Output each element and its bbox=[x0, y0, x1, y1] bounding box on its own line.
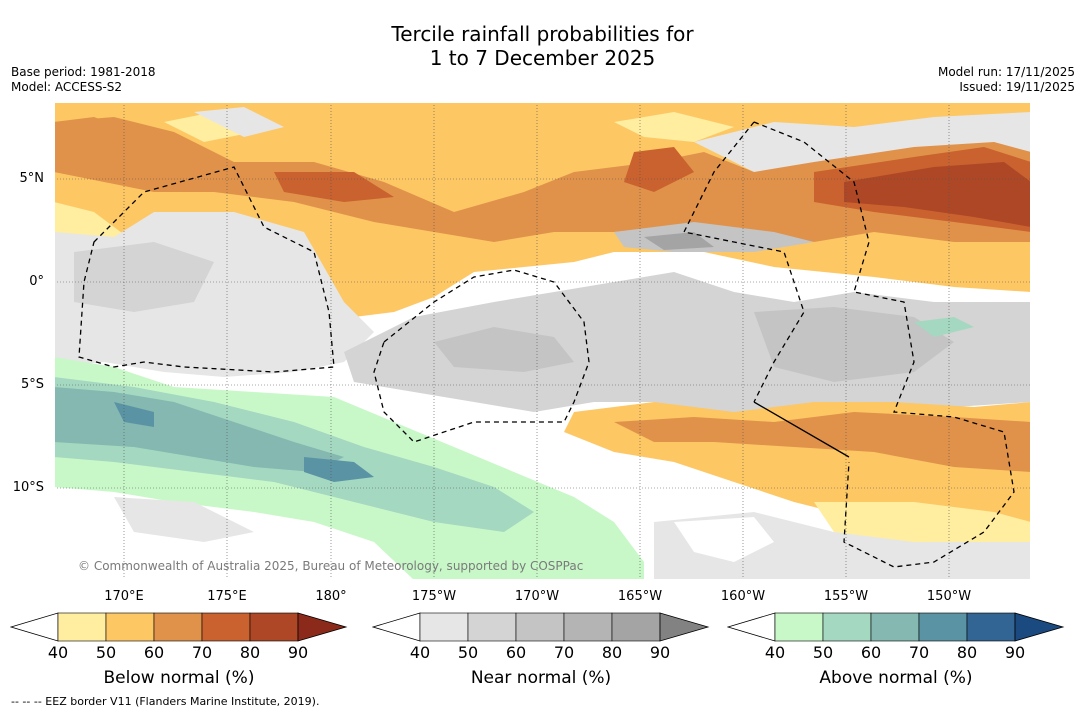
colorbar-tick-label: 40 bbox=[47, 643, 69, 662]
lat-label-10s: 10°S bbox=[12, 480, 44, 495]
below-70-band-2 bbox=[624, 147, 694, 192]
colorbar-segment bbox=[563, 612, 613, 642]
lat-label-5s: 5°S bbox=[20, 377, 44, 392]
lon-label-175w: 175°W bbox=[411, 589, 457, 604]
copyright-notice: © Commonwealth of Australia 2025, Bureau… bbox=[78, 559, 584, 573]
model-name: Model: ACCESS-S2 bbox=[11, 80, 123, 94]
colorbar-segment bbox=[822, 612, 872, 642]
probability-map bbox=[54, 102, 1031, 580]
colorbar-tick-label: 50 bbox=[457, 643, 479, 662]
below-light-top2 bbox=[614, 112, 734, 142]
eez-footer-note: -- -- -- EEZ border V11 (Flanders Marine… bbox=[11, 695, 320, 708]
meta-left: Base period: 1981-2018 Model: ACCESS-S2 bbox=[11, 65, 156, 95]
colorbar-segment bbox=[249, 612, 299, 642]
grid-lines bbox=[54, 102, 1031, 580]
colorbar-title-near: Near normal (%) bbox=[470, 668, 612, 688]
colorbar-title-below: Below normal (%) bbox=[103, 668, 255, 688]
colorbar-above bbox=[727, 612, 1065, 642]
colorbar-min-extension bbox=[727, 612, 776, 642]
near-normal-belt-2 bbox=[344, 272, 1031, 422]
colorbar-tick-label: 90 bbox=[649, 643, 671, 662]
colorbar-tick-label: 70 bbox=[908, 643, 930, 662]
colorbar-tick-label: 60 bbox=[860, 643, 882, 662]
colorbar-segment bbox=[966, 612, 1016, 642]
eez-kiribati-gilbert bbox=[78, 166, 335, 373]
eez-kiribati-line bbox=[753, 121, 1015, 568]
eez-solid-segment bbox=[753, 401, 850, 458]
title-line-2: 1 to 7 December 2025 bbox=[429, 46, 656, 70]
issued-date: Issued: 19/11/2025 bbox=[959, 80, 1075, 94]
colorbar-tick-label: 90 bbox=[287, 643, 309, 662]
near-normal-top-right bbox=[694, 112, 1031, 182]
colorbar-title-above: Above normal (%) bbox=[819, 668, 973, 688]
above-70-band-2 bbox=[304, 457, 374, 482]
colorbar-tick-label: 50 bbox=[812, 643, 834, 662]
colorbar-segment bbox=[153, 612, 203, 642]
lon-label-175e: 175°E bbox=[207, 589, 247, 604]
colorbar-segment bbox=[201, 612, 251, 642]
below-60-band bbox=[54, 117, 1031, 242]
colorbar-tick-label: 50 bbox=[95, 643, 117, 662]
colorbar-tick-label: 60 bbox=[143, 643, 165, 662]
colorbar-segment bbox=[870, 612, 920, 642]
lat-label-0: 0° bbox=[29, 274, 44, 289]
colorbar-tick-label: 70 bbox=[553, 643, 575, 662]
colorbar-segment bbox=[515, 612, 565, 642]
colorbar-tick-label: 40 bbox=[764, 643, 786, 662]
lon-label-170e: 170°E bbox=[104, 589, 144, 604]
below-70-band-4 bbox=[54, 117, 134, 142]
colorbar-tick-label: 70 bbox=[191, 643, 213, 662]
lon-label-160w: 160°W bbox=[720, 589, 766, 604]
near-normal-belt-darker bbox=[644, 232, 714, 250]
colorbar-min-extension bbox=[10, 612, 59, 642]
below-80-band bbox=[844, 162, 1031, 227]
lon-label-150w: 150°W bbox=[926, 589, 972, 604]
colorbar-tick-label: 80 bbox=[956, 643, 978, 662]
colorbar-segment bbox=[105, 612, 155, 642]
lon-label-180: 180° bbox=[315, 589, 347, 604]
below-light-top bbox=[164, 112, 254, 142]
colorbar-min-extension bbox=[372, 612, 421, 642]
above-normal-right bbox=[914, 317, 974, 337]
eez-kiribati-phoenix bbox=[373, 269, 590, 443]
title-line-1: Tercile rainfall probabilities for bbox=[391, 22, 694, 46]
colorbar-segment bbox=[467, 612, 517, 642]
near-normal-left-mid bbox=[74, 242, 214, 312]
lat-label-5n: 5°N bbox=[19, 171, 45, 186]
eez-line-north bbox=[683, 121, 805, 403]
map-frame bbox=[54, 102, 1031, 580]
colorbar-max-extension bbox=[297, 612, 348, 642]
colorbar-segment bbox=[611, 612, 661, 642]
near-normal-right-mid bbox=[754, 307, 954, 382]
near-normal-mid-dark bbox=[434, 327, 574, 372]
colorbar-tick-label: 80 bbox=[239, 643, 261, 662]
colorbar-below bbox=[10, 612, 348, 642]
near-normal-top-left bbox=[194, 107, 284, 137]
colorbar-max-extension bbox=[1014, 612, 1065, 642]
colorbar-tick-label: 90 bbox=[1004, 643, 1026, 662]
colorbar-tick-label: 60 bbox=[505, 643, 527, 662]
colorbar-segment bbox=[57, 612, 107, 642]
chart-title: Tercile rainfall probabilities for 1 to … bbox=[0, 22, 1085, 70]
eez-borders bbox=[78, 121, 1015, 568]
colorbar-segment bbox=[774, 612, 824, 642]
model-run: Model run: 17/11/2025 bbox=[937, 65, 1075, 79]
below-70-band bbox=[274, 172, 394, 202]
colorbar-tick-label: 40 bbox=[409, 643, 431, 662]
lon-label-155w: 155°W bbox=[823, 589, 869, 604]
colorbar-segment bbox=[419, 612, 469, 642]
base-period: Base period: 1981-2018 bbox=[11, 65, 156, 79]
meta-right: Model run: 17/11/2025 Issued: 19/11/2025 bbox=[938, 65, 1075, 95]
lon-label-165w: 165°W bbox=[617, 589, 663, 604]
colorbar-tick-label: 80 bbox=[601, 643, 623, 662]
white-south-right bbox=[674, 517, 774, 562]
colorbar-max-extension bbox=[659, 612, 710, 642]
near-normal-south bbox=[114, 497, 254, 542]
colorbar-near bbox=[372, 612, 710, 642]
colorbar-segment bbox=[918, 612, 968, 642]
lon-label-170w: 170°W bbox=[514, 589, 560, 604]
